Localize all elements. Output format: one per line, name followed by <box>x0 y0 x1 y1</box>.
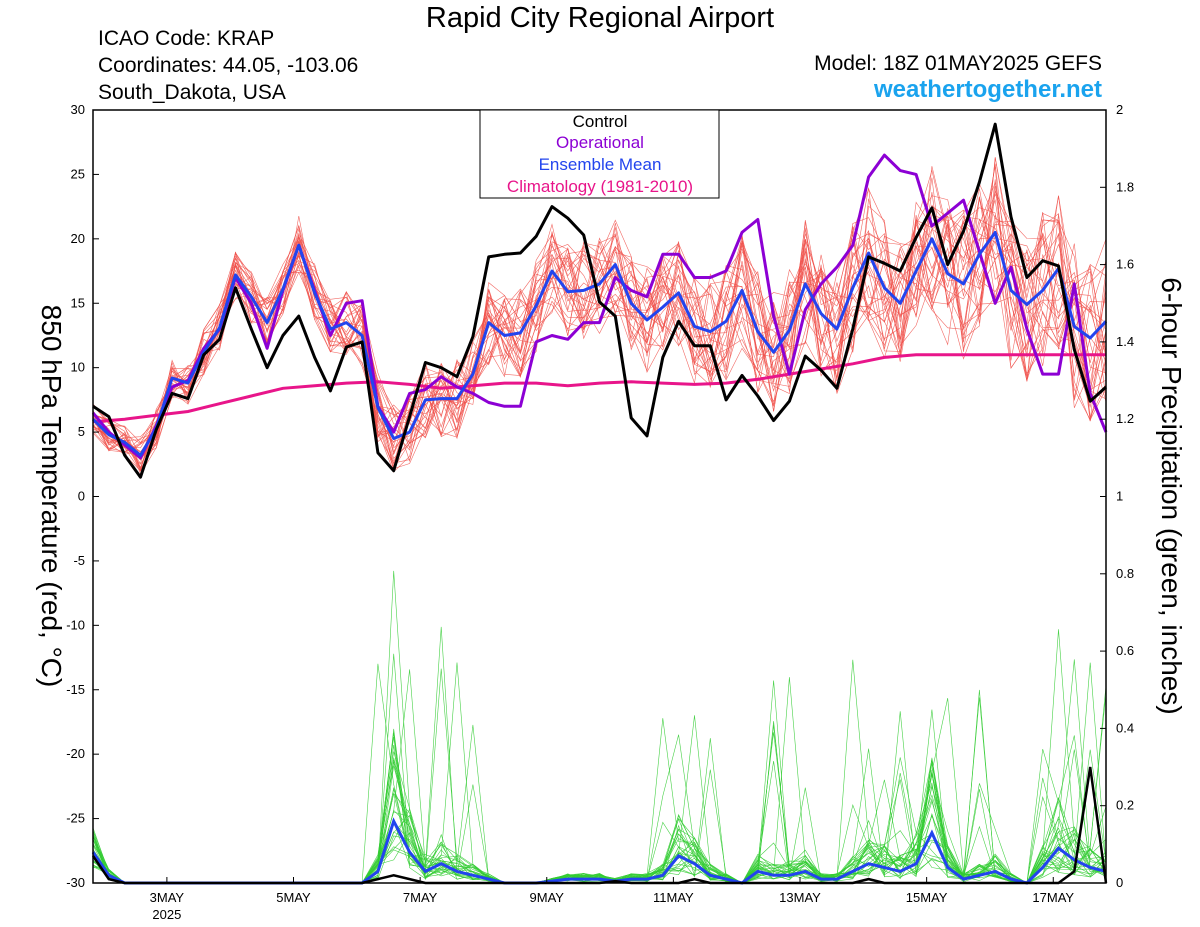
legend-climatology: Climatology (1981-2010) <box>507 177 693 196</box>
precip-member-line <box>92 677 1107 884</box>
left-tick-label: -5 <box>73 553 85 568</box>
right-tick-label: 0.4 <box>1116 720 1134 735</box>
icao-code: ICAO Code: KRAP <box>98 27 275 50</box>
temperature-member-line <box>92 166 1107 469</box>
left-tick-label: -25 <box>66 811 85 826</box>
precip-member-line <box>92 668 1107 884</box>
temperature-member-line <box>92 219 1107 472</box>
right-axis-ticks: 2 1.8 1.6 1.4 1.2 1 0.8 0.6 0.4 0.2 0 <box>1100 102 1134 890</box>
temperature-member-line <box>92 209 1107 471</box>
climatology-line <box>92 353 1106 424</box>
right-tick-label: 1.6 <box>1116 257 1134 272</box>
left-axis-ticks: 30 25 20 15 10 5 0 -5 -10 -15 -20 -25 -30 <box>66 102 99 890</box>
temperature-member-line <box>92 193 1107 457</box>
legend: Control Operational Ensemble Mean Climat… <box>479 109 720 199</box>
precip-member-line <box>92 718 1107 884</box>
x-tick-label: 7MAY <box>403 890 438 905</box>
right-tick-label: 0.6 <box>1116 643 1134 658</box>
temperature-member-line <box>92 224 1107 453</box>
left-tick-label: -20 <box>66 746 85 761</box>
temperature-member-line <box>92 220 1107 465</box>
right-tick-label: 0 <box>1116 875 1123 890</box>
coordinates: Coordinates: 44.05, -103.06 <box>98 54 359 77</box>
precip-member-line <box>92 689 1107 884</box>
precip-member-line <box>92 759 1107 884</box>
legend-operational: Operational <box>556 133 644 152</box>
x-tick-label: 3MAY <box>150 890 185 905</box>
temperature-member-line <box>92 195 1107 461</box>
precip-member-line <box>92 693 1107 884</box>
left-tick-label: 10 <box>71 360 85 375</box>
legend-control: Control <box>573 112 628 131</box>
left-tick-label: 15 <box>71 295 85 310</box>
legend-box <box>479 109 720 199</box>
precip-member-line <box>92 570 1107 884</box>
temperature-member-line <box>92 169 1107 473</box>
right-tick-label: 0.2 <box>1116 798 1134 813</box>
left-tick-label: -15 <box>66 682 85 697</box>
temperature-member-line <box>92 196 1107 453</box>
ensemble-mean-line <box>91 230 1108 457</box>
y-axis-left-label: 850 hPa Temperature (red, °C) <box>36 305 67 688</box>
precip-member-line <box>92 626 1107 884</box>
right-tick-label: 1.4 <box>1116 334 1134 349</box>
control-line <box>92 122 1108 479</box>
precip-member-line <box>92 662 1107 884</box>
left-tick-label: 0 <box>78 489 85 504</box>
right-tick-label: 2 <box>1116 102 1123 117</box>
y-axis-right-label: 6-hour Precipitation (green, inches) <box>1156 277 1187 714</box>
left-tick-label: 30 <box>71 102 85 117</box>
x-tick-label: 5MAY <box>276 890 311 905</box>
right-tick-label: 1.8 <box>1116 179 1134 194</box>
x-axis-ticks: 3MAY 2025 5MAY 7MAY 9MAY 11MAY 13MAY 15MAY 17MAY <box>150 877 1074 922</box>
left-tick-label: 25 <box>71 166 85 181</box>
precip-member-lines <box>92 570 1107 884</box>
left-tick-label: 5 <box>78 424 85 439</box>
right-tick-label: 1.2 <box>1116 411 1134 426</box>
precip-member-line <box>92 629 1107 884</box>
x-tick-label: 11MAY <box>653 890 694 905</box>
temperature-member-line <box>92 216 1107 457</box>
left-tick-label: 20 <box>71 231 85 246</box>
page-title: Rapid City Regional Airport <box>425 2 775 34</box>
site-link[interactable]: weathertogether.net <box>873 76 1102 103</box>
left-tick-label: -30 <box>66 875 85 890</box>
legend-ensemble-mean: Ensemble Mean <box>539 155 662 174</box>
temperature-member-line <box>92 196 1107 465</box>
precip-member-line <box>92 659 1107 884</box>
temperature-member-line <box>92 190 1107 469</box>
x-tick-label: 15MAY <box>906 890 948 905</box>
right-tick-label: 1 <box>1116 489 1123 504</box>
left-tick-label: -10 <box>66 617 85 632</box>
model-run: Model: 18Z 01MAY2025 GEFS <box>814 52 1102 75</box>
x-tick-label: 9MAY <box>530 890 565 905</box>
x-tick-year: 2025 <box>152 907 181 922</box>
temperature-member-line <box>92 207 1107 457</box>
x-tick-label: 13MAY <box>779 890 821 905</box>
location: South_Dakota, USA <box>98 81 286 104</box>
right-tick-label: 0.8 <box>1116 566 1134 581</box>
precip-member-line <box>92 662 1107 884</box>
x-tick-label: 17MAY <box>1032 890 1074 905</box>
precip-member-line <box>92 685 1107 884</box>
temperature-member-line <box>92 217 1107 453</box>
